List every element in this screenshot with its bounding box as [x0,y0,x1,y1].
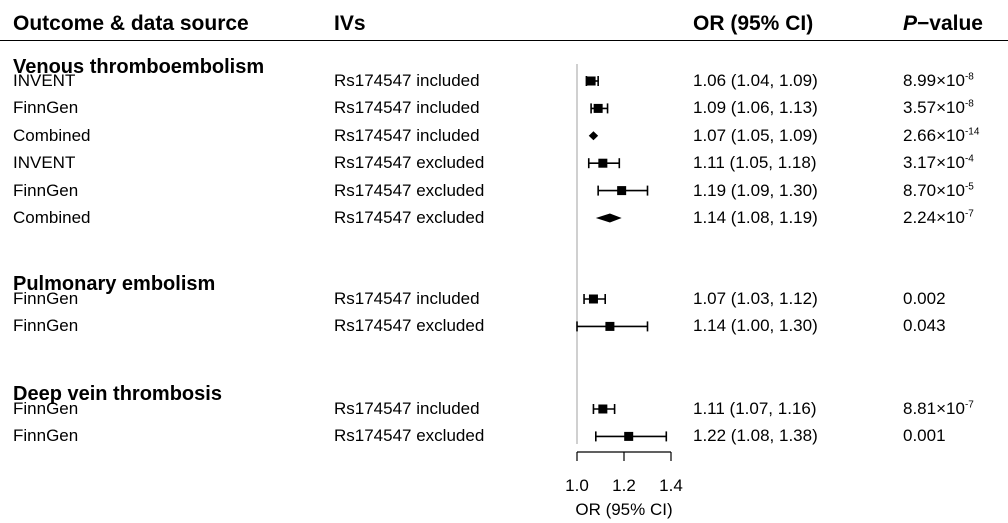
p-value-base: 8.81×10 [903,399,965,418]
row-iv: Rs174547 included [334,71,480,90]
row-iv: Rs174547 excluded [334,180,485,200]
row-iv: Rs174547 excluded [334,316,485,336]
row-iv: Rs174547 included [334,399,480,418]
row-source: INVENT [13,71,76,90]
row-source: Combined [13,208,91,227]
row-p-value: 0.002 [903,289,946,308]
point-estimate-square [624,431,634,441]
row-or-ci: 1.07 (1.05, 1.09) [693,125,818,145]
header-rule [0,40,1008,41]
point-estimate-square [605,321,615,331]
p-value-exponent: -14 [964,126,980,138]
x-tick-label: 1.0 [565,476,589,495]
p-value-exponent: -7 [964,208,974,220]
row-source: FinnGen [13,316,79,336]
row-or-ci: 1.07 (1.03, 1.12) [693,289,818,308]
p-value-exponent: -5 [964,180,974,192]
p-value-base: 3.17×10 [903,153,965,173]
row-iv: Rs174547 excluded [334,208,485,227]
row-or-ci: 1.11 (1.05, 1.18) [693,153,817,173]
row-source: INVENT [13,153,76,173]
row-or-ci: 1.19 (1.09, 1.30) [693,180,818,200]
p-value-base: 2.66×10 [903,125,965,145]
row-source: FinnGen [13,180,79,200]
row-or-ci: 1.09 (1.06, 1.13) [693,98,818,118]
p-value-base: 3.57×10 [903,98,965,118]
section-title: Venous thromboembolism [13,56,265,78]
p-value-exponent: -8 [964,71,974,83]
row-iv: Rs174547 included [334,98,480,118]
x-axis-label: OR (95% CI) [575,500,672,519]
x-tick-label: 1.2 [612,476,636,495]
p-value-base: 8.70×10 [903,180,965,200]
row-source: FinnGen [13,426,79,446]
row-source: Combined [13,125,91,145]
header-p-value: P−value [903,12,983,36]
row-or-ci: 1.14 (1.00, 1.30) [693,316,818,336]
row-source: FinnGen [13,98,79,118]
row-p-value: 2.24×10-7 [903,208,974,228]
point-estimate-square [598,404,608,414]
pooled-estimate-diamond [595,213,622,223]
p-value-base: 2.24×10 [903,208,965,227]
header-p-rest: −value [917,12,983,35]
pooled-estimate-diamond [588,131,599,141]
row-iv: Rs174547 excluded [334,153,485,173]
header-or: OR (95% CI) [693,12,814,35]
row-p-value: 3.57×10-8 [903,98,974,118]
row-p-value: 3.17×10-4 [903,153,974,173]
row-source: FinnGen [13,399,79,418]
point-estimate-square [598,158,608,168]
row-iv: Rs174547 excluded [334,426,485,446]
x-tick-label: 1.4 [659,476,683,495]
row-source: FinnGen [13,289,79,308]
row-or-ci: 1.11 (1.07, 1.16) [693,399,817,418]
row-iv: Rs174547 included [334,289,480,308]
row-p-value: 8.99×10-8 [903,71,974,91]
header-ivs: IVs [334,12,366,35]
row-p-value: 2.66×10-14 [903,126,979,146]
point-estimate-square [617,186,627,196]
point-estimate-square [586,76,596,86]
header-outcome: Outcome & data source [13,12,249,35]
section-title: Deep vein thrombosis [13,383,222,405]
row-p-value: 8.70×10-5 [903,181,974,201]
p-value-exponent: -4 [964,153,974,165]
row-p-value: 8.81×10-7 [903,399,974,419]
row-p-value: 0.001 [903,426,946,446]
row-or-ci: 1.06 (1.04, 1.09) [693,71,818,90]
section-title: Pulmonary embolism [13,273,216,295]
header-p-italic: P [903,12,918,35]
row-or-ci: 1.14 (1.08, 1.19) [693,208,818,227]
row-p-value: 0.043 [903,316,946,336]
row-or-ci: 1.22 (1.08, 1.38) [693,426,818,446]
point-estimate-square [588,294,598,304]
p-value-exponent: -8 [964,98,974,110]
p-value-base: 8.99×10 [903,71,965,90]
row-iv: Rs174547 included [334,125,480,145]
p-value-exponent: -7 [964,399,974,411]
point-estimate-square [593,103,603,113]
